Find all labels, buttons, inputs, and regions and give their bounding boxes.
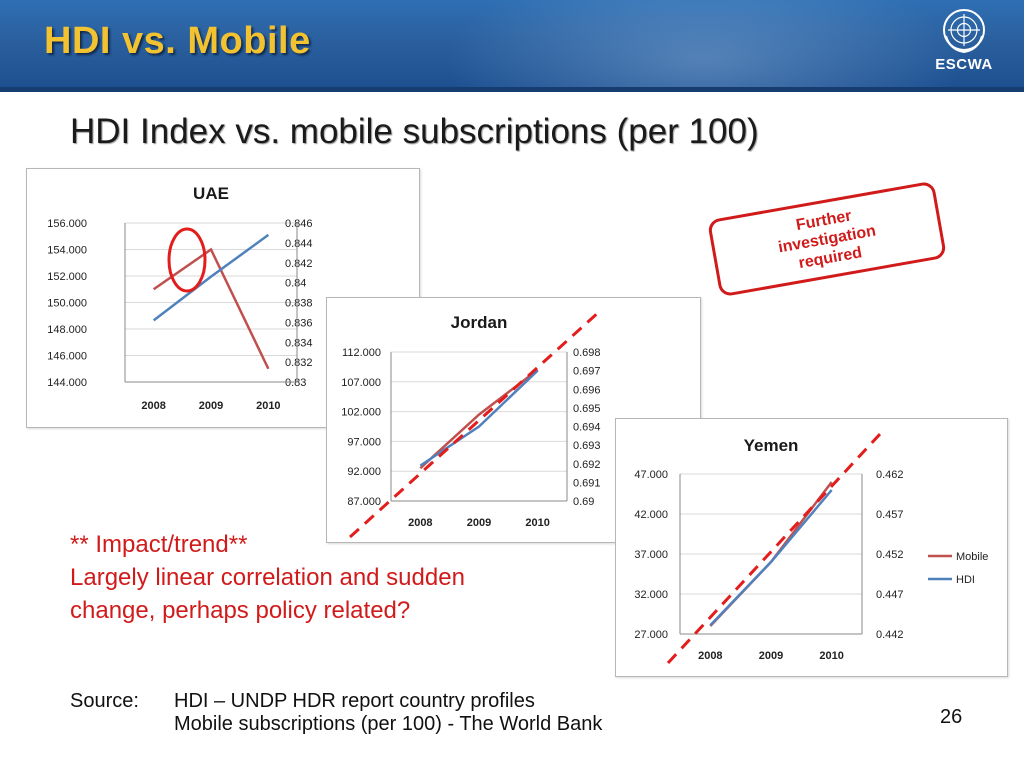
- source-line-1: HDI – UNDP HDR report country profiles: [174, 690, 535, 712]
- chart-uae-svg: UAE 144.000 146.000 148.000 150.000 152.000 15…: [47, 184, 313, 412]
- y-left-tick-label: 156.000: [47, 218, 87, 230]
- y-left-tick-label: 107.000: [341, 377, 381, 389]
- impact-line-2: Largely linear correlation and sudden: [70, 564, 465, 591]
- y-right-tick-label: 0.457: [876, 509, 904, 521]
- source-line-2: Mobile subscriptions (per 100) - The Wor…: [174, 713, 603, 735]
- y-right-tick-label: 0.692: [573, 459, 601, 471]
- impact-line-3: change, perhaps policy related?: [70, 597, 411, 624]
- legend-label-mobile: Mobile: [956, 551, 988, 563]
- y-right-tick-label: 0.694: [573, 422, 601, 434]
- chart-yemen: Yemen 27.000 32.000 37.000 42.000 47.000 0.442…: [615, 418, 1008, 677]
- y-left-tick-label: 47.000: [634, 469, 668, 481]
- y-left-tick-label: 97.000: [347, 436, 381, 448]
- y-right-tick-label: 0.836: [285, 317, 313, 329]
- y-right-tick-label: 0.691: [573, 477, 601, 489]
- y-right-tick-label: 0.834: [285, 337, 313, 349]
- y-left-tick-label: 152.000: [47, 271, 87, 283]
- y-left-tick-label: 92.000: [347, 466, 381, 478]
- y-left-tick-label: 112.000: [342, 347, 381, 359]
- x-tick-label: 2008: [698, 650, 722, 662]
- y-left-tick-label: 37.000: [634, 549, 668, 561]
- chart-title: Jordan: [451, 313, 508, 332]
- y-left-tick-label: 87.000: [347, 496, 381, 508]
- source-label: Source:: [70, 690, 139, 712]
- x-tick-label: 2009: [199, 400, 223, 412]
- y-left-tick-label: 102.000: [341, 407, 381, 419]
- x-tick-label: 2009: [759, 650, 783, 662]
- y-right-tick-label: 0.693: [573, 440, 601, 452]
- chart-yemen-svg: Yemen 27.000 32.000 37.000 42.000 47.000 0.442…: [634, 436, 988, 662]
- world-map-decoration: [444, 0, 964, 92]
- slide-title: HDI vs. Mobile: [44, 20, 311, 62]
- un-emblem-icon: [943, 9, 985, 54]
- logo-text: ESCWA: [935, 56, 993, 73]
- impact-line-1: ** Impact/trend**: [70, 531, 248, 558]
- x-tick-label: 2010: [819, 650, 843, 662]
- y-right-tick-label: 0.696: [573, 384, 601, 396]
- legend-label-hdi: HDI: [956, 574, 975, 586]
- y-right-tick-label: 0.842: [285, 258, 313, 270]
- header-banner: HDI vs. Mobile ESCWA: [0, 0, 1024, 92]
- y-right-tick-label: 0.846: [285, 218, 313, 230]
- slide-subtitle: HDI Index vs. mobile subscriptions (per …: [70, 112, 759, 151]
- x-tick-label: 2008: [141, 400, 165, 412]
- y-right-tick-label: 0.838: [285, 298, 313, 310]
- y-right-tick-label: 0.452: [876, 549, 904, 561]
- series-line-hdi: [152, 233, 270, 322]
- source-block: Source: HDI – UNDP HDR report country pr…: [70, 690, 602, 736]
- y-right-tick-label: 0.832: [285, 357, 313, 369]
- chart-title: Yemen: [744, 436, 799, 455]
- series-line-hdi: [709, 489, 833, 627]
- y-left-tick-label: 146.000: [47, 351, 87, 363]
- chart-title: UAE: [193, 184, 229, 203]
- page-number: 26: [940, 706, 963, 728]
- escwa-logo: ESCWA: [918, 6, 1010, 73]
- y-right-tick-label: 0.462: [876, 469, 904, 481]
- impact-text: ** Impact/trend** Largely linear correla…: [70, 528, 590, 627]
- y-left-tick-label: 154.000: [47, 245, 87, 257]
- y-right-tick-label: 0.695: [573, 403, 601, 415]
- y-right-tick-label: 0.844: [285, 238, 313, 250]
- y-right-tick-label: 0.83: [285, 377, 306, 389]
- callout-text: Further investigation required: [776, 207, 878, 272]
- highlight-circle: [167, 227, 207, 293]
- y-right-tick-label: 0.69: [573, 496, 594, 508]
- y-left-tick-label: 42.000: [634, 509, 668, 521]
- y-right-tick-label: 0.698: [573, 347, 601, 359]
- y-right-tick-label: 0.447: [876, 589, 904, 601]
- x-tick-label: 2010: [256, 400, 280, 412]
- y-right-tick-label: 0.697: [573, 366, 601, 378]
- y-left-tick-label: 148.000: [47, 324, 87, 336]
- y-left-tick-label: 150.000: [47, 298, 87, 310]
- y-right-tick-label: 0.84: [285, 278, 306, 290]
- y-right-tick-label: 0.442: [876, 629, 904, 641]
- y-left-tick-label: 32.000: [634, 589, 668, 601]
- further-investigation-callout: Further investigation required: [706, 180, 948, 298]
- header-stripe: [0, 87, 1024, 92]
- y-left-tick-label: 27.000: [634, 629, 668, 641]
- y-left-tick-label: 144.000: [47, 377, 87, 389]
